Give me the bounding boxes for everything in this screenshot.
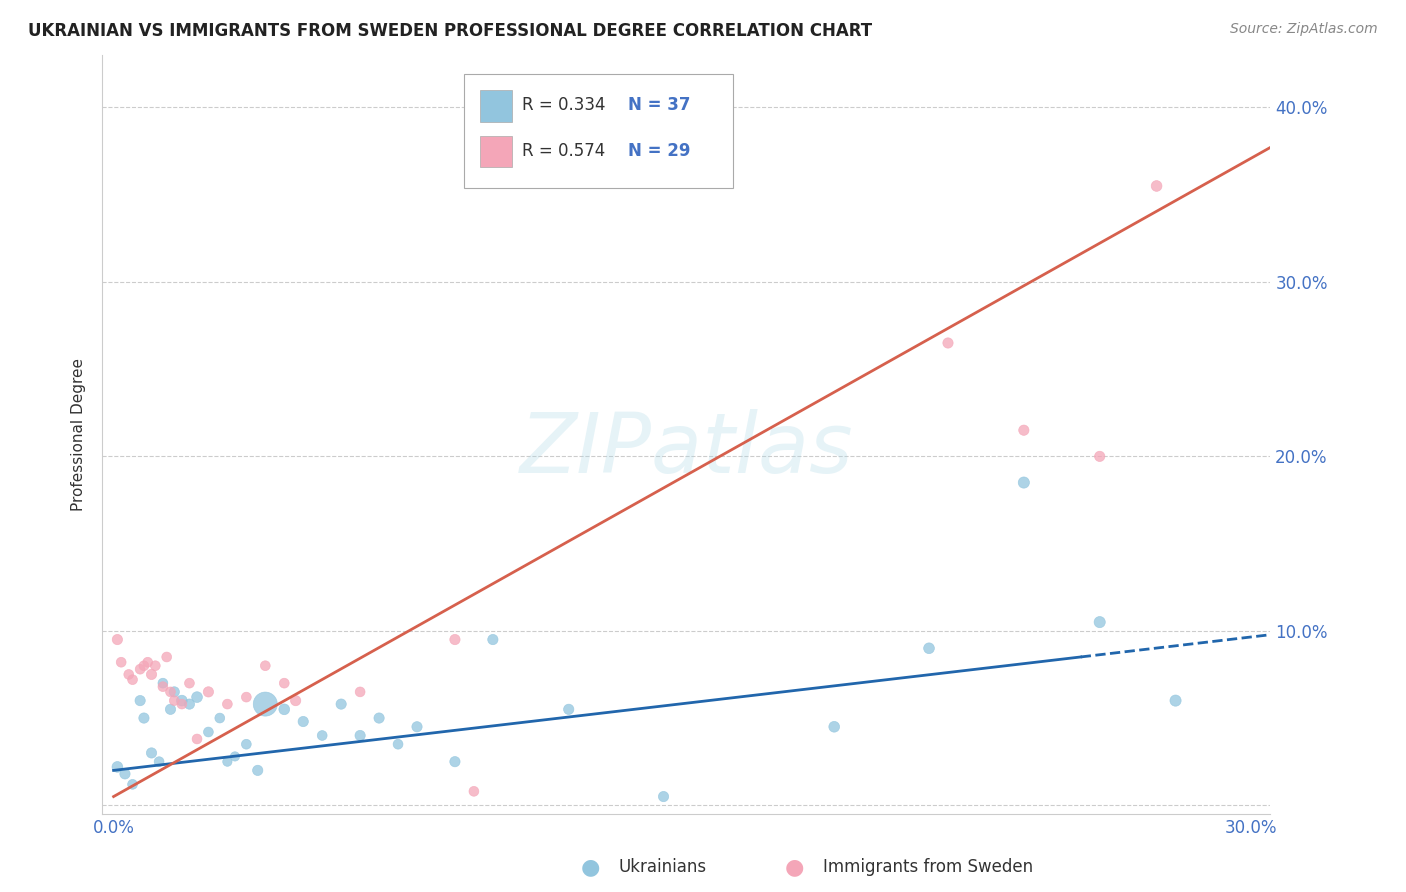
Point <box>114 767 136 781</box>
Point <box>105 760 128 774</box>
Text: N = 29: N = 29 <box>628 142 690 160</box>
Point <box>349 685 371 699</box>
Point <box>159 685 181 699</box>
Point <box>179 676 201 690</box>
Point <box>1012 475 1035 490</box>
Text: Immigrants from Sweden: Immigrants from Sweden <box>823 858 1032 876</box>
Text: ZIPatlas: ZIPatlas <box>519 409 853 491</box>
Text: Ukrainians: Ukrainians <box>619 858 707 876</box>
Point <box>156 650 179 665</box>
Point <box>330 697 353 711</box>
Point <box>121 673 143 687</box>
Point <box>444 632 467 647</box>
Point <box>132 711 155 725</box>
FancyBboxPatch shape <box>479 90 512 122</box>
Point <box>936 336 959 351</box>
Text: UKRAINIAN VS IMMIGRANTS FROM SWEDEN PROFESSIONAL DEGREE CORRELATION CHART: UKRAINIAN VS IMMIGRANTS FROM SWEDEN PROF… <box>28 22 872 40</box>
Point <box>163 693 186 707</box>
Point <box>284 693 307 707</box>
Y-axis label: Professional Degree: Professional Degree <box>72 358 86 511</box>
Point <box>463 784 485 798</box>
Point <box>1012 423 1035 437</box>
Point <box>159 702 181 716</box>
Point <box>1164 693 1187 707</box>
Point <box>235 690 257 705</box>
Point <box>118 667 141 681</box>
Point <box>163 685 186 699</box>
Text: ●: ● <box>581 857 600 877</box>
Point <box>129 662 152 676</box>
Text: N = 37: N = 37 <box>628 96 690 114</box>
Text: ●: ● <box>785 857 804 877</box>
Point <box>652 789 675 804</box>
Point <box>152 680 174 694</box>
Point <box>254 658 277 673</box>
Point <box>406 720 429 734</box>
Point <box>1088 450 1111 464</box>
Point <box>141 667 163 681</box>
Point <box>217 755 239 769</box>
Point <box>129 693 152 707</box>
Point <box>273 702 295 716</box>
Point <box>208 711 231 725</box>
Point <box>292 714 315 729</box>
Point <box>217 697 239 711</box>
Point <box>557 702 579 716</box>
Point <box>224 749 246 764</box>
Point <box>444 755 467 769</box>
Point <box>368 711 391 725</box>
Point <box>273 676 295 690</box>
Point <box>311 729 333 743</box>
Point <box>1088 615 1111 629</box>
Point <box>170 697 193 711</box>
Point <box>186 690 208 705</box>
Text: Source: ZipAtlas.com: Source: ZipAtlas.com <box>1230 22 1378 37</box>
Point <box>105 632 128 647</box>
Point <box>110 655 132 669</box>
Point <box>823 720 845 734</box>
Point <box>349 729 371 743</box>
Point <box>246 764 269 778</box>
Point <box>152 676 174 690</box>
Point <box>143 658 166 673</box>
Point <box>482 632 505 647</box>
FancyBboxPatch shape <box>464 74 733 188</box>
Point <box>141 746 163 760</box>
Text: R = 0.334: R = 0.334 <box>522 96 605 114</box>
Point <box>136 655 159 669</box>
Point <box>179 697 201 711</box>
Point <box>121 777 143 791</box>
Point <box>132 658 155 673</box>
Point <box>918 641 941 656</box>
Point <box>170 693 193 707</box>
Point <box>186 731 208 746</box>
Point <box>254 697 277 711</box>
Text: R = 0.574: R = 0.574 <box>522 142 605 160</box>
Point <box>197 685 219 699</box>
Point <box>148 755 170 769</box>
Point <box>197 725 219 739</box>
Point <box>1146 178 1168 193</box>
FancyBboxPatch shape <box>479 136 512 168</box>
Point <box>235 737 257 751</box>
Point <box>387 737 409 751</box>
